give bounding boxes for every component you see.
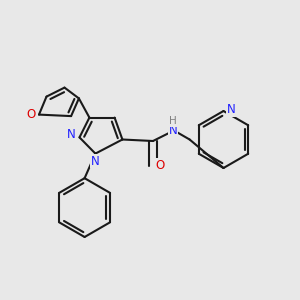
Text: N: N (226, 103, 236, 116)
Text: O: O (155, 159, 164, 172)
Text: N: N (91, 154, 100, 168)
Text: N: N (67, 128, 76, 142)
Text: H: H (169, 116, 177, 127)
Text: O: O (26, 107, 35, 121)
Text: N: N (168, 124, 177, 137)
